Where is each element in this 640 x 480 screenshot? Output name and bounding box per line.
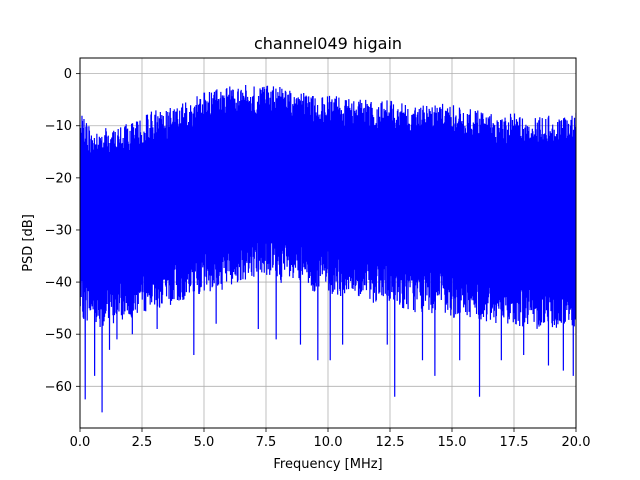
- x-axis-label: Frequency [MHz]: [273, 457, 382, 472]
- x-tick-label: 5.0: [194, 435, 215, 450]
- x-tick-label: 10.0: [314, 435, 343, 450]
- y-tick-label: −60: [45, 380, 72, 395]
- x-tick-label: 0.0: [70, 435, 91, 450]
- y-tick-label: −10: [45, 119, 72, 134]
- x-axis: 0.0 2.5 5.0 7.5 10.0 12.5 15.0 17.5 20.0: [70, 428, 591, 450]
- y-tick-label: 0: [64, 67, 72, 82]
- x-tick-label: 7.5: [256, 435, 277, 450]
- y-axis: 0 −10 −20 −30 −40 −50 −60: [45, 67, 80, 395]
- psd-series: [80, 85, 576, 413]
- y-tick-label: −50: [45, 328, 72, 343]
- chart-title: channel049 higain: [254, 34, 402, 53]
- psd-line: [80, 85, 576, 413]
- x-tick-label: 17.5: [500, 435, 529, 450]
- x-tick-label: 2.5: [132, 435, 153, 450]
- y-axis-label: PSD [dB]: [21, 214, 36, 272]
- y-tick-label: −40: [45, 276, 72, 291]
- x-tick-label: 12.5: [376, 435, 405, 450]
- x-tick-label: 20.0: [562, 435, 591, 450]
- x-tick-label: 15.0: [438, 435, 467, 450]
- y-tick-label: −20: [45, 171, 72, 186]
- y-tick-label: −30: [45, 223, 72, 238]
